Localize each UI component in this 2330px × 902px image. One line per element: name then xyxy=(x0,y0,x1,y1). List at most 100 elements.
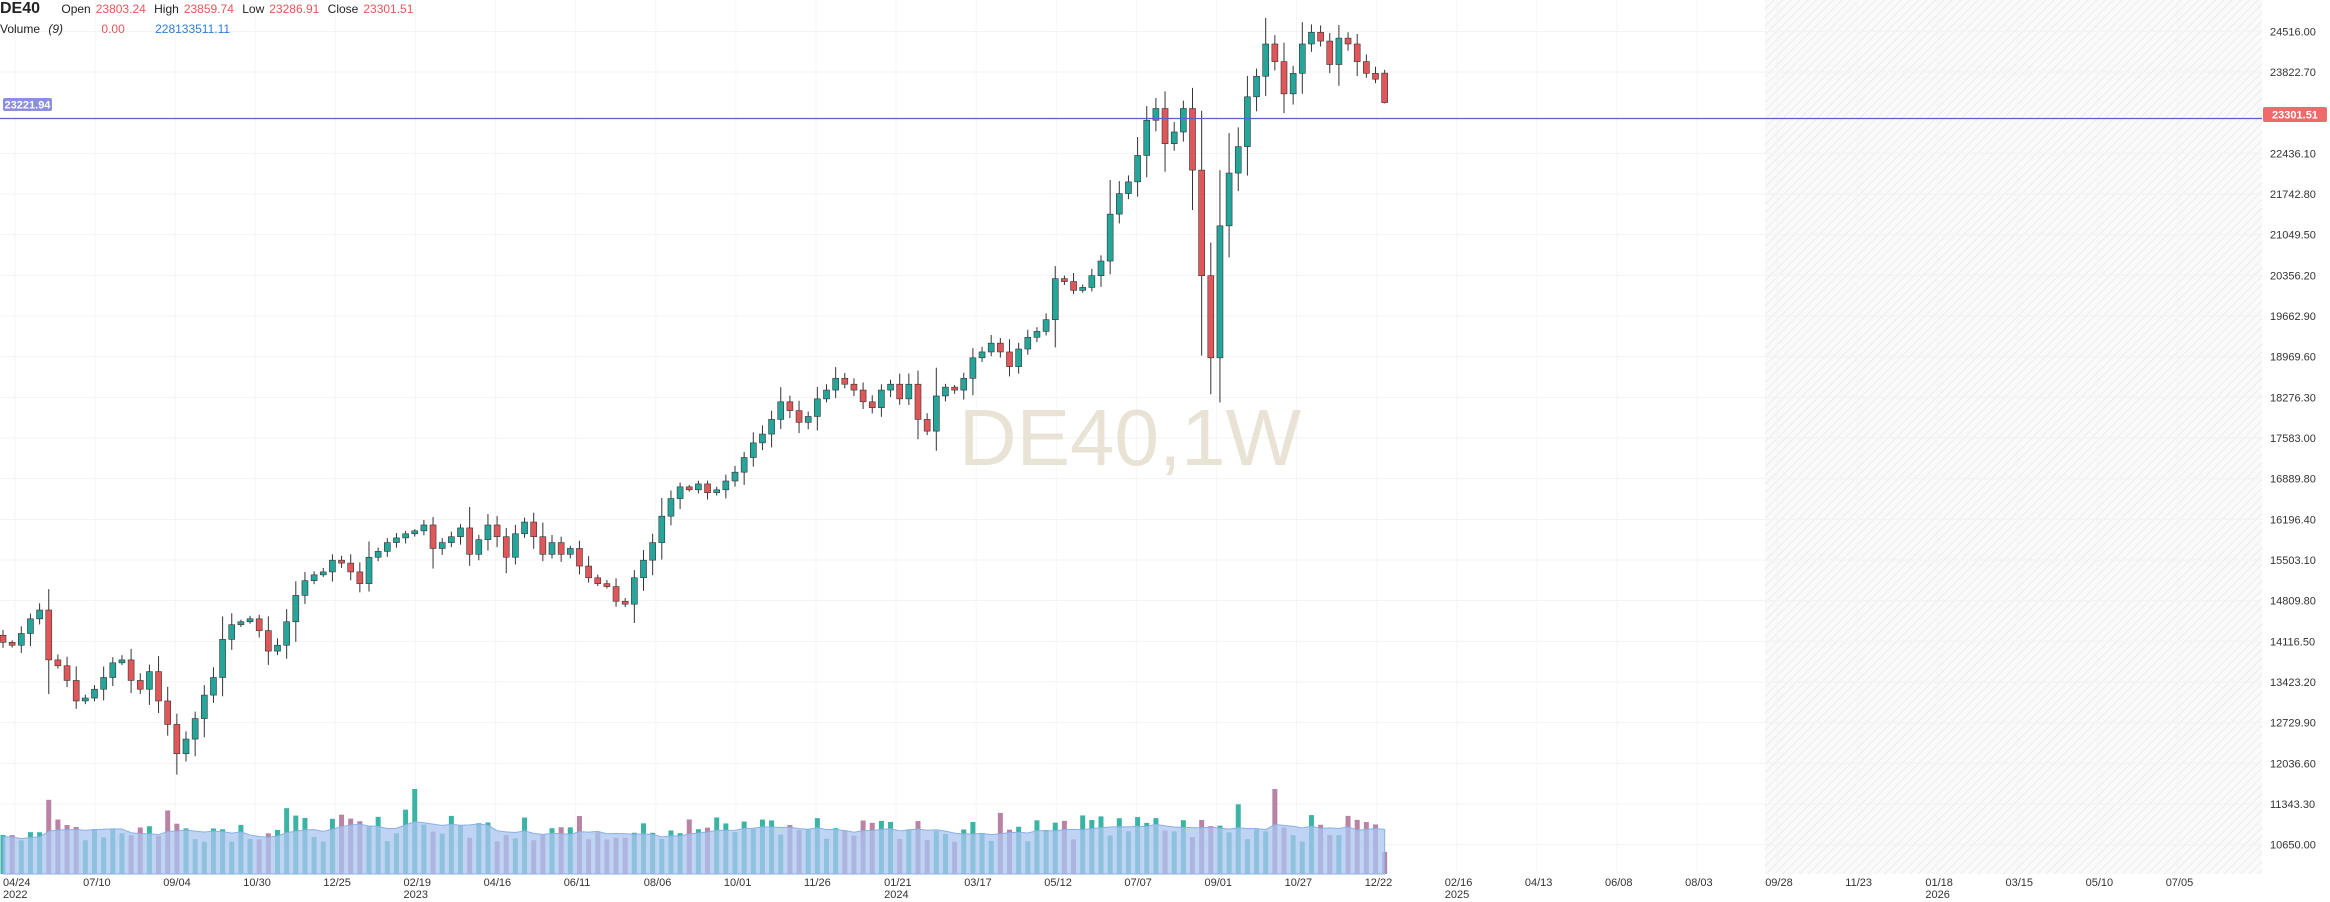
candle-body xyxy=(374,551,382,558)
candle-body xyxy=(548,542,556,555)
candle-body xyxy=(621,600,629,605)
candle-body xyxy=(1344,37,1352,45)
candle-body xyxy=(411,530,419,535)
candle-body xyxy=(1253,75,1260,98)
candle-body xyxy=(676,486,684,499)
candle-body xyxy=(722,480,730,491)
candle-body xyxy=(1079,287,1086,291)
grid-lines xyxy=(0,30,2262,846)
price-tick-label: 12036.60 xyxy=(2270,758,2316,770)
candle-body xyxy=(768,419,775,435)
price-tick-label: 18969.60 xyxy=(2270,352,2316,364)
candle-body xyxy=(1134,155,1141,183)
candle-body xyxy=(914,383,922,420)
crosshair-price-label: 23221.94 xyxy=(3,98,52,112)
candle-body xyxy=(1125,181,1132,194)
candle-body xyxy=(1061,278,1068,282)
open-value: 23803.24 xyxy=(95,2,146,16)
future-area xyxy=(1765,0,2262,874)
candle-body xyxy=(695,483,702,491)
candle-body xyxy=(1006,351,1013,367)
ohlc-legend: DE40 Open 23803.24 High 23859.74 Low 23286.… xyxy=(0,0,418,18)
time-tick-year-label: 2023 xyxy=(404,889,428,901)
candle-body xyxy=(1180,108,1187,133)
high-value: 23859.74 xyxy=(183,2,234,16)
candle-body xyxy=(1335,37,1343,65)
candle-body xyxy=(310,574,318,582)
candle-body xyxy=(1234,146,1242,174)
price-tick-label: 10650.00 xyxy=(2270,840,2316,852)
candle-body xyxy=(1198,169,1205,276)
volume-ma-value: 228133511.11 xyxy=(155,22,231,36)
price-axis[interactable]: 24516.00 23822.70 22436.10 21742.80 21049.50… xyxy=(2270,26,2316,851)
candle-body xyxy=(1317,31,1324,42)
time-tick-label: 06/08 xyxy=(1605,877,1633,889)
time-tick-label: 09/28 xyxy=(1765,877,1793,889)
price-tick-label: 16889.80 xyxy=(2270,474,2316,486)
close-value: 23301.51 xyxy=(363,2,414,16)
candle-body xyxy=(45,609,53,661)
candle-body xyxy=(521,521,528,535)
candle-body xyxy=(36,609,43,620)
candle-body xyxy=(594,577,602,584)
candle-body xyxy=(475,539,483,555)
candle-body xyxy=(804,416,812,423)
candle-body xyxy=(237,621,245,626)
candle-body xyxy=(17,633,25,646)
candle-body xyxy=(484,524,492,540)
candle-body xyxy=(932,395,940,432)
candle-body xyxy=(365,556,373,584)
candle-body xyxy=(539,536,547,555)
candle-body xyxy=(420,524,428,532)
candle-body xyxy=(951,386,958,391)
candle-body xyxy=(923,419,931,432)
svg-text:23221.94: 23221.94 xyxy=(5,100,52,112)
candle-body xyxy=(841,378,849,385)
price-tick-label: 15503.10 xyxy=(2270,555,2316,567)
candle-body xyxy=(219,639,226,678)
time-tick-label: 08/06 xyxy=(644,877,672,889)
candle-body xyxy=(1353,43,1361,62)
candle-body xyxy=(502,536,510,558)
candle-body xyxy=(1381,72,1388,103)
candle-body xyxy=(896,383,904,400)
time-tick-label: 09/04 xyxy=(163,877,191,889)
candle-body xyxy=(1042,319,1050,332)
time-tick-label: 08/03 xyxy=(1685,877,1713,889)
time-tick-label: 05/12 xyxy=(1044,877,1072,889)
candle-body xyxy=(1363,61,1370,74)
candle-body xyxy=(905,383,913,400)
time-tick-label: 05/10 xyxy=(2086,877,2114,889)
candle-body xyxy=(265,630,272,652)
candle-body xyxy=(356,571,364,584)
candle-body xyxy=(182,738,190,755)
candle-body xyxy=(118,659,126,664)
candle-body xyxy=(832,378,839,391)
candle-body xyxy=(210,677,217,696)
candle-body xyxy=(393,537,400,543)
price-tick-label: 20356.20 xyxy=(2270,270,2316,282)
candle-body xyxy=(649,542,656,561)
time-tick-label: 07/10 xyxy=(83,877,111,889)
low-label: Low xyxy=(242,2,265,16)
candle-body xyxy=(246,618,254,623)
candle-body xyxy=(1326,40,1334,65)
candle-body xyxy=(54,659,62,667)
candle-body xyxy=(109,662,117,678)
candle-body xyxy=(1225,172,1233,227)
time-tick-label: 04/24 xyxy=(3,877,31,889)
close-label: Close xyxy=(327,2,359,16)
candle-body xyxy=(191,718,199,740)
candle-body xyxy=(887,383,894,391)
time-tick-label: 10/01 xyxy=(724,877,752,889)
candle-body xyxy=(1097,260,1105,276)
symbol-name: DE40 xyxy=(0,0,41,17)
candle-body xyxy=(585,565,592,579)
candle-body xyxy=(868,401,876,408)
candle-body xyxy=(1015,348,1022,367)
candle-body xyxy=(640,559,647,579)
candle-body xyxy=(685,486,693,491)
candle-body xyxy=(1372,73,1379,80)
